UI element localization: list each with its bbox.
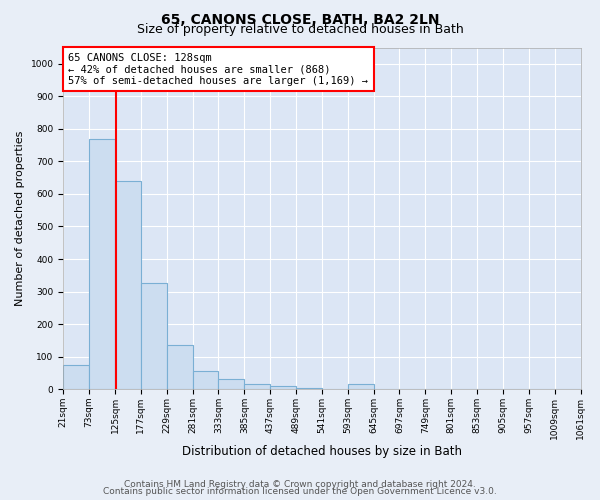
Bar: [167, 346, 193, 389]
Text: 65, CANONS CLOSE, BATH, BA2 2LN: 65, CANONS CLOSE, BATH, BA2 2LN: [161, 12, 439, 26]
Text: Contains public sector information licensed under the Open Government Licence v3: Contains public sector information licen…: [103, 488, 497, 496]
Text: Size of property relative to detached houses in Bath: Size of property relative to detached ho…: [137, 22, 463, 36]
Bar: [141, 284, 167, 389]
Bar: [193, 372, 218, 389]
Bar: [296, 388, 322, 389]
Bar: [115, 181, 141, 389]
Bar: [244, 384, 270, 389]
Bar: [270, 386, 296, 389]
Text: Contains HM Land Registry data © Crown copyright and database right 2024.: Contains HM Land Registry data © Crown c…: [124, 480, 476, 489]
Bar: [218, 380, 244, 389]
Bar: [348, 384, 374, 389]
Text: 65 CANONS CLOSE: 128sqm
← 42% of detached houses are smaller (868)
57% of semi-d: 65 CANONS CLOSE: 128sqm ← 42% of detache…: [68, 52, 368, 86]
Y-axis label: Number of detached properties: Number of detached properties: [15, 130, 25, 306]
Bar: [63, 365, 89, 389]
X-axis label: Distribution of detached houses by size in Bath: Distribution of detached houses by size …: [182, 444, 462, 458]
Bar: [89, 138, 115, 389]
